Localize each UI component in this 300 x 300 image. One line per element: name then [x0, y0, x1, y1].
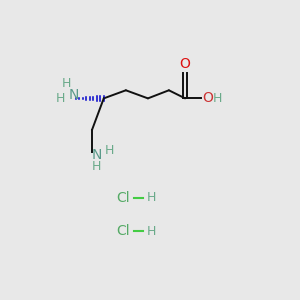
Text: Cl: Cl	[117, 224, 130, 238]
Text: H: H	[105, 144, 114, 157]
Text: H: H	[62, 77, 71, 90]
Text: N: N	[92, 148, 102, 162]
Text: Cl: Cl	[117, 191, 130, 205]
Text: O: O	[180, 57, 190, 71]
Text: H: H	[147, 191, 156, 204]
Text: O: O	[202, 92, 214, 105]
Text: N: N	[68, 88, 79, 102]
Text: H: H	[147, 225, 156, 238]
Text: H: H	[92, 160, 101, 173]
Text: H: H	[213, 92, 222, 105]
Text: H: H	[56, 92, 65, 105]
